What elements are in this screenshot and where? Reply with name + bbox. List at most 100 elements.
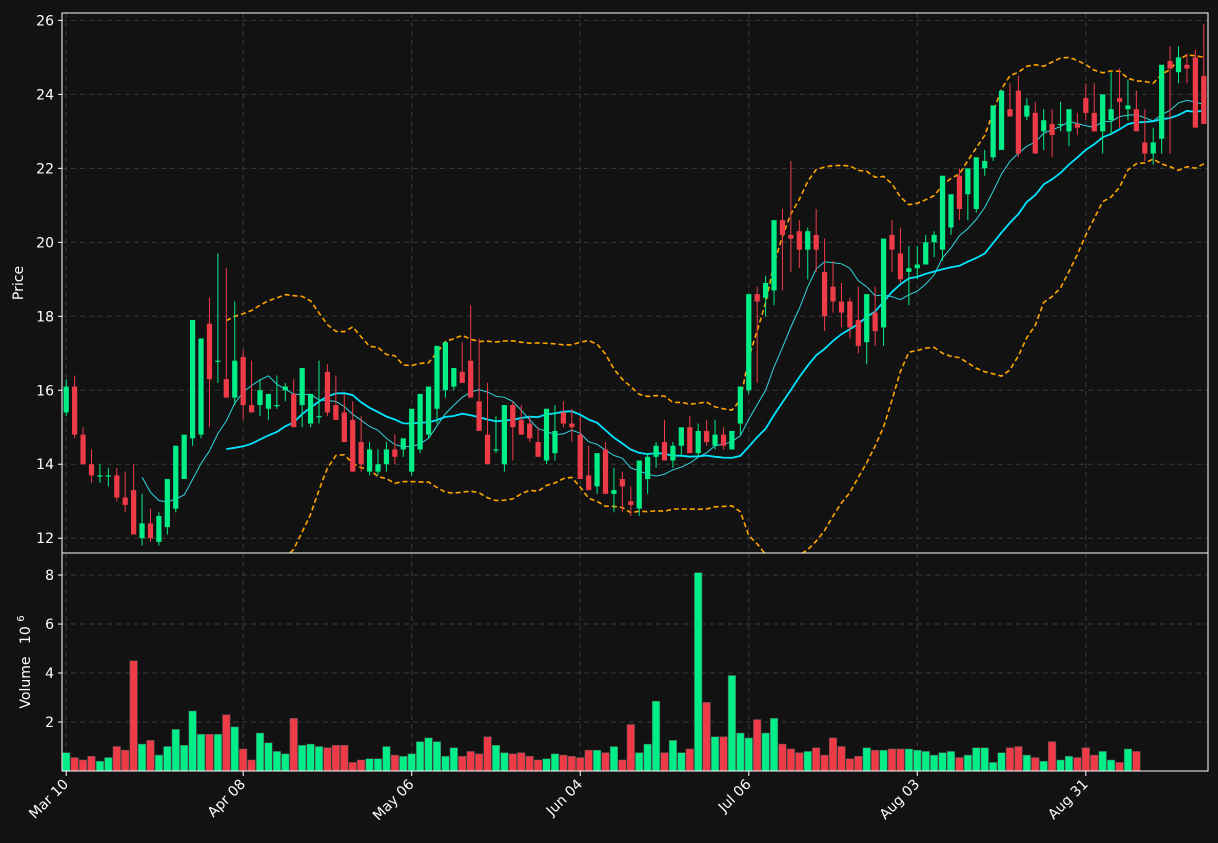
candle-body xyxy=(518,419,524,435)
candle-body xyxy=(720,434,727,446)
candle-body xyxy=(1066,109,1072,132)
volume-bar xyxy=(584,749,593,771)
candle-body xyxy=(880,238,887,328)
volume-axis-title: Volume 10 6 xyxy=(16,615,34,708)
price-axis-title: Price xyxy=(11,266,27,300)
volume-bar xyxy=(1081,747,1090,771)
volume-bar xyxy=(154,754,163,771)
candle-body xyxy=(1192,57,1198,128)
volume-bar xyxy=(812,747,821,771)
volume-bar xyxy=(643,743,652,771)
candle-body xyxy=(990,105,996,158)
candle-body xyxy=(552,430,558,454)
candle-body xyxy=(619,479,625,487)
volume-bar xyxy=(323,747,332,771)
volume-bar xyxy=(837,746,846,771)
volume-bar xyxy=(306,743,315,771)
candle-body xyxy=(982,160,988,169)
candle-body xyxy=(1201,75,1207,124)
volume-bar xyxy=(517,752,526,771)
volume-bar xyxy=(121,749,130,771)
volume-bar xyxy=(373,758,383,771)
candle-body xyxy=(1167,61,1173,69)
candle-body xyxy=(1057,123,1064,126)
volume-bar xyxy=(230,726,239,771)
volume-bar xyxy=(576,757,585,771)
volume-bar xyxy=(70,757,79,771)
price-y-ticks: 12 14 16 18 20 22 24 26 xyxy=(36,13,62,547)
volume-bar xyxy=(382,746,391,771)
candle-body xyxy=(341,412,347,443)
volume-bar xyxy=(1022,754,1031,771)
volume-bar xyxy=(550,753,559,771)
volume-bar xyxy=(449,747,458,771)
candle-body xyxy=(291,393,297,428)
volume-bar xyxy=(862,747,871,771)
volume-bar xyxy=(677,752,686,771)
ma-long-line xyxy=(226,109,1204,459)
candle-body xyxy=(63,386,69,413)
volume-bar xyxy=(887,748,897,771)
volume-bar xyxy=(365,758,374,771)
candle-body xyxy=(232,360,238,398)
candle-body xyxy=(1100,94,1106,132)
volume-bar xyxy=(702,702,711,771)
candle-body xyxy=(1175,57,1182,73)
volume-bar xyxy=(938,752,947,771)
candle-body xyxy=(442,342,449,391)
volume-bar xyxy=(441,756,450,771)
price-y-tick-label: 16 xyxy=(36,383,54,399)
candle-body xyxy=(796,231,802,250)
volume-bar xyxy=(171,729,180,771)
volume-bar xyxy=(138,743,147,771)
candle-body xyxy=(383,449,390,465)
candle-body xyxy=(1032,112,1038,154)
candle-body xyxy=(80,434,86,465)
volume-bar xyxy=(904,748,913,771)
price-y-tick-label: 18 xyxy=(36,309,54,325)
volume-bar xyxy=(255,732,265,771)
volume-bar xyxy=(79,759,88,771)
volume-bar xyxy=(466,751,475,771)
candle-body xyxy=(577,434,583,480)
volume-bar xyxy=(997,752,1006,771)
volume-bar xyxy=(820,754,829,771)
candle-body xyxy=(1041,120,1047,132)
candle-body xyxy=(1159,64,1165,139)
candle-body xyxy=(1108,109,1114,121)
candle-body xyxy=(636,460,642,509)
volume-bar xyxy=(188,710,197,771)
volume-bar xyxy=(1132,751,1141,771)
candle-body xyxy=(939,175,946,250)
candle-body xyxy=(282,386,288,391)
volume-bar xyxy=(407,753,416,771)
candle-body xyxy=(206,323,213,380)
candle-body xyxy=(805,231,811,250)
volume-bar xyxy=(87,756,96,771)
candle-body xyxy=(417,393,423,450)
candle-body xyxy=(248,405,255,413)
candle-body xyxy=(965,168,971,195)
volume-bar xyxy=(390,754,399,771)
candle-body xyxy=(400,438,406,450)
volume-axis-title-exponent: 6 xyxy=(16,615,27,621)
candle-body xyxy=(838,301,845,313)
candle-body xyxy=(223,379,229,398)
candle-body xyxy=(1015,90,1022,154)
candle-body xyxy=(771,220,777,291)
candle-body xyxy=(156,516,162,542)
candle-body xyxy=(324,371,331,413)
volume-bar xyxy=(314,746,324,771)
candle-body xyxy=(737,386,743,424)
candle-body xyxy=(779,220,786,235)
volume-bar xyxy=(104,757,113,771)
volume-bar xyxy=(205,734,214,771)
candle-body xyxy=(1133,109,1139,132)
candle-body xyxy=(569,423,575,428)
volume-bar xyxy=(930,754,939,771)
candle-body xyxy=(914,264,920,269)
bollinger-lower xyxy=(289,158,1205,553)
candle-body xyxy=(189,319,196,439)
volume-bar xyxy=(871,749,880,771)
volume-bar xyxy=(635,752,644,771)
